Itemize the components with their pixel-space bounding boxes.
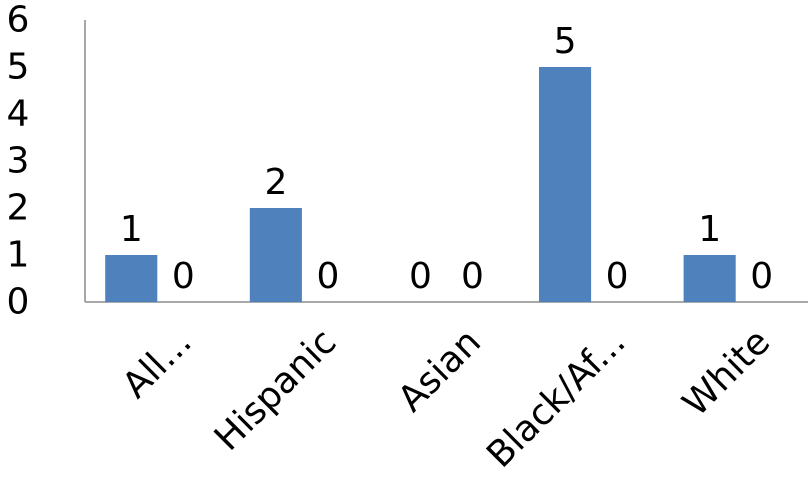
y-tick-label: 5 <box>7 47 30 88</box>
category-label: Hispanic <box>207 321 344 458</box>
bar <box>539 67 592 302</box>
bar <box>249 208 302 302</box>
bar <box>683 255 736 302</box>
y-tick-label: 4 <box>7 94 30 135</box>
data-label: 1 <box>120 209 143 250</box>
category-label: All... <box>115 321 200 406</box>
bar <box>105 255 158 302</box>
y-tick-label: 0 <box>7 282 30 323</box>
data-label: 1 <box>698 209 721 250</box>
data-label: 0 <box>172 256 195 297</box>
data-label: 0 <box>409 256 432 297</box>
data-label: 2 <box>264 162 287 203</box>
data-label: 0 <box>750 256 773 297</box>
y-tick-labels: 0 1 2 3 4 5 6 <box>7 0 30 323</box>
category-label: White <box>675 321 778 424</box>
y-tick-label: 1 <box>7 235 30 276</box>
data-label: 0 <box>606 256 629 297</box>
data-label: 5 <box>554 21 577 62</box>
category-label: Black/Af... <box>479 321 633 475</box>
y-tick-label: 6 <box>7 0 30 41</box>
category-label: Asian <box>390 321 488 419</box>
y-tick-label: 2 <box>7 188 30 229</box>
data-label: 0 <box>316 256 339 297</box>
data-label: 0 <box>461 256 484 297</box>
bars <box>105 67 736 302</box>
y-tick-label: 3 <box>7 141 30 182</box>
